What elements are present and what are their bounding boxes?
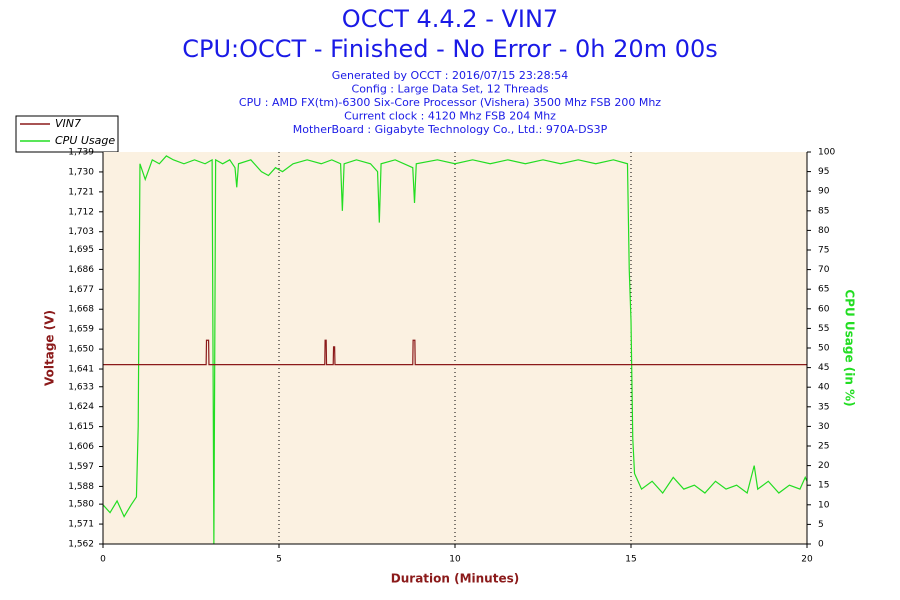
y2-tick-label: 20 (818, 461, 830, 471)
y2-tick-label: 100 (818, 148, 835, 158)
info-line: Generated by OCCT : 2016/07/15 23:28:54 (332, 69, 569, 82)
x-tick-label: 15 (625, 555, 636, 565)
x-tick-label: 10 (449, 555, 461, 565)
y-tick-label: 1,668 (68, 305, 94, 315)
y-tick-label: 1,712 (68, 207, 94, 217)
y-tick-label: 1,624 (68, 402, 94, 412)
legend-label: VIN7 (55, 117, 81, 130)
y-tick-label: 1,562 (68, 540, 94, 550)
y2-tick-label: 80 (818, 226, 830, 236)
y-tick-label: 1,571 (68, 520, 94, 530)
y-tick-label: 1,606 (68, 442, 94, 452)
y-axis-label: Voltage (V) (43, 310, 57, 386)
series-line (103, 339, 807, 366)
y2-tick-label: 50 (818, 344, 830, 354)
y2-tick-label: 35 (818, 402, 829, 412)
y-tick-label: 1,615 (68, 422, 94, 432)
y-tick-label: 1,695 (68, 245, 94, 255)
info-line: Current clock : 4120 Mhz FSB 204 Mhz (344, 110, 556, 123)
y-tick-label: 1,633 (68, 382, 94, 392)
y-tick-label: 1,686 (68, 265, 94, 275)
y2-tick-label: 5 (818, 520, 824, 530)
info-line: CPU : AMD FX(tm)-6300 Six-Core Processor… (239, 96, 661, 109)
x-tick-label: 0 (100, 555, 106, 565)
y2-tick-label: 25 (818, 442, 829, 452)
x-axis-label: Duration (Minutes) (391, 572, 519, 586)
y2-tick-label: 65 (818, 285, 829, 295)
chart-subtitle: CPU:OCCT - Finished - No Error - 0h 20m … (182, 35, 718, 63)
y-tick-label: 1,730 (68, 167, 94, 177)
legend-label: CPU Usage (55, 134, 115, 147)
y2-tick-label: 0 (818, 540, 824, 550)
series-line (102, 155, 808, 545)
y2-tick-label: 15 (818, 481, 829, 491)
y2-tick-label: 10 (818, 500, 830, 510)
y2-tick-label: 30 (818, 422, 830, 432)
y2-tick-label: 70 (818, 265, 830, 275)
y-tick-label: 1,597 (68, 462, 94, 472)
y-tick-label: 1,580 (68, 500, 94, 510)
info-line: Config : Large Data Set, 12 Threads (352, 83, 549, 96)
y2-tick-label: 90 (818, 187, 830, 197)
legend-box (15, 115, 119, 153)
y2-tick-label: 75 (818, 246, 829, 256)
y-tick-label: 1,703 (68, 227, 94, 237)
y2-tick-label: 40 (818, 383, 830, 393)
y2-tick-label: 95 (818, 167, 829, 177)
y-tick-label: 1,641 (68, 365, 94, 375)
y-tick-label: 1,739 (68, 148, 94, 158)
info-line: MotherBoard : Gigabyte Technology Co., L… (293, 123, 608, 136)
y2-axis-label: CPU Usage (in %) (843, 289, 857, 406)
y-tick-label: 1,659 (68, 325, 94, 335)
chart-title: OCCT 4.4.2 - VIN7 (342, 5, 558, 33)
x-tick-label: 5 (276, 555, 282, 565)
y-tick-label: 1,650 (68, 345, 94, 355)
y-tick-label: 1,721 (68, 187, 94, 197)
x-tick-label: 20 (801, 555, 813, 565)
y2-tick-label: 45 (818, 363, 829, 373)
y2-tick-label: 55 (818, 324, 829, 334)
y-tick-label: 1,588 (68, 482, 94, 492)
y-tick-label: 1,677 (68, 285, 94, 295)
y2-tick-label: 60 (818, 304, 830, 314)
y2-tick-label: 85 (818, 206, 829, 216)
